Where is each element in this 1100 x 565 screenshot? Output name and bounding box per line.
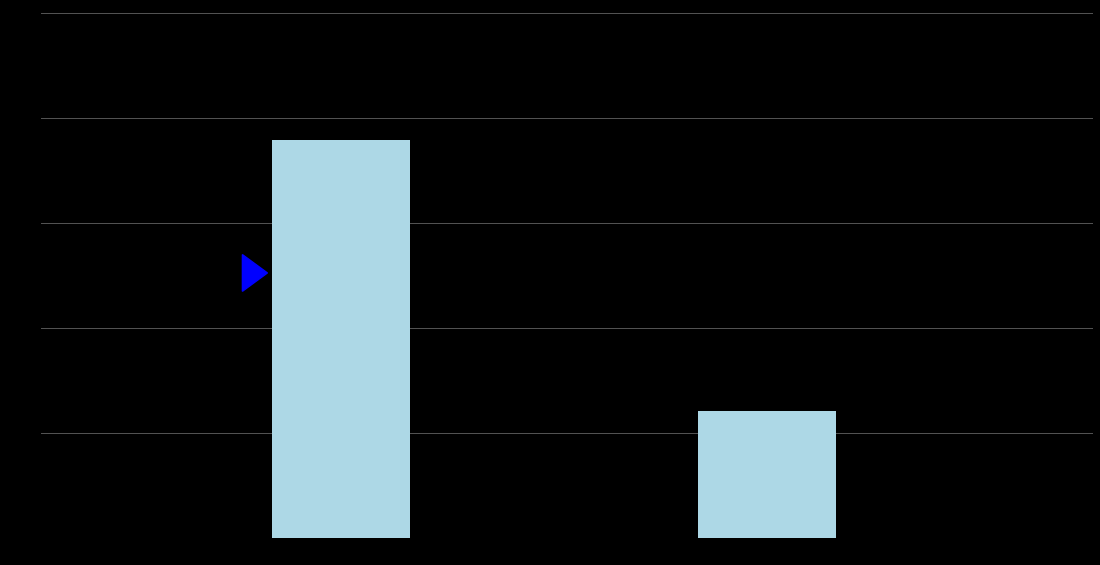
Bar	[273, 140, 410, 538]
Polygon shape	[242, 255, 267, 292]
Bar	[698, 411, 836, 538]
